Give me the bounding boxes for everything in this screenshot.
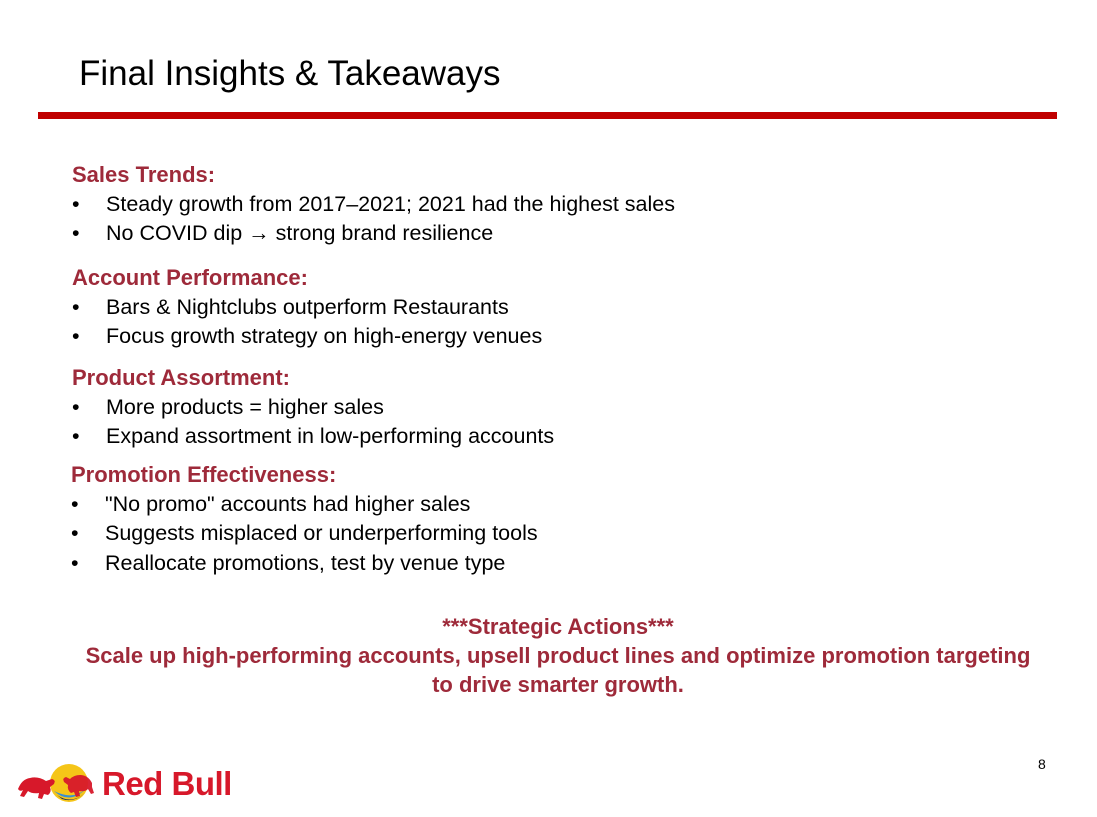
section-heading: Sales Trends:	[72, 162, 216, 187]
section-heading: Product Assortment:	[72, 365, 290, 390]
bullet-list: • Steady growth from 2017–2021; 2021 had…	[72, 190, 972, 248]
bullet-text: Suggests misplaced or underperforming to…	[105, 521, 538, 545]
bullet-item: • No COVID dip → strong brand resilience	[72, 219, 972, 248]
bullet-icon: •	[72, 295, 80, 319]
section-promotion-effectiveness: Promotion Effectiveness: • "No promo" ac…	[71, 460, 971, 578]
bullet-icon: •	[71, 492, 79, 516]
bullet-item: • Focus growth strategy on high-energy v…	[72, 322, 972, 351]
bullet-text: More products = higher sales	[106, 395, 384, 419]
red-bull-logo: Red Bull	[16, 760, 232, 808]
page-number: 8	[1038, 756, 1046, 772]
bullet-text: Focus growth strategy on high-energy ven…	[106, 324, 543, 348]
bullet-list: • More products = higher sales • Expand …	[72, 393, 972, 451]
bullet-icon: •	[72, 395, 80, 419]
bullet-text: Bars & Nightclubs outperform Restaurants	[106, 295, 509, 319]
bullet-item: • Expand assortment in low-performing ac…	[72, 422, 972, 451]
bullet-item: • Reallocate promotions, test by venue t…	[71, 549, 971, 578]
red-bull-wordmark: Red Bull	[102, 765, 232, 802]
strategic-actions: ***Strategic Actions*** Scale up high-pe…	[60, 612, 1056, 699]
slide-title: Final Insights & Takeaways	[79, 54, 501, 93]
section-product-assortment: Product Assortment: • More products = hi…	[72, 363, 972, 451]
bullet-text: No COVID dip → strong brand resilience	[106, 221, 494, 245]
section-heading: Account Performance:	[72, 265, 308, 290]
bullet-text: Reallocate promotions, test by venue typ…	[105, 551, 506, 575]
bullet-text: Expand assortment in low-performing acco…	[106, 424, 555, 448]
bullet-item: • Bars & Nightclubs outperform Restauran…	[72, 293, 972, 322]
bullet-icon: •	[71, 521, 79, 545]
section-account-performance: Account Performance: • Bars & Nightclubs…	[72, 263, 972, 351]
bullet-item: • Suggests misplaced or underperforming …	[71, 519, 971, 548]
section-sales-trends: Sales Trends: • Steady growth from 2017–…	[72, 160, 972, 248]
section-heading: Promotion Effectiveness:	[71, 462, 337, 487]
bullet-icon: •	[72, 324, 80, 348]
bullet-list: • "No promo" accounts had higher sales •…	[71, 490, 971, 578]
bullet-icon: •	[71, 551, 79, 575]
bullet-text: Steady growth from 2017–2021; 2021 had t…	[106, 192, 675, 216]
bullet-list: • Bars & Nightclubs outperform Restauran…	[72, 293, 972, 351]
bullet-item: • "No promo" accounts had higher sales	[71, 490, 971, 519]
bullet-icon: •	[72, 424, 80, 448]
bullet-item: • Steady growth from 2017–2021; 2021 had…	[72, 190, 972, 219]
red-bull-logo-icon	[18, 764, 94, 802]
bullet-icon: •	[72, 192, 80, 216]
bullet-item: • More products = higher sales	[72, 393, 972, 422]
strategic-actions-body: Scale up high-performing accounts, upsel…	[85, 643, 1031, 697]
title-divider	[38, 112, 1057, 119]
strategic-actions-headline: ***Strategic Actions***	[442, 614, 674, 639]
bullet-icon: •	[72, 221, 80, 245]
bullet-text: "No promo" accounts had higher sales	[105, 492, 471, 516]
